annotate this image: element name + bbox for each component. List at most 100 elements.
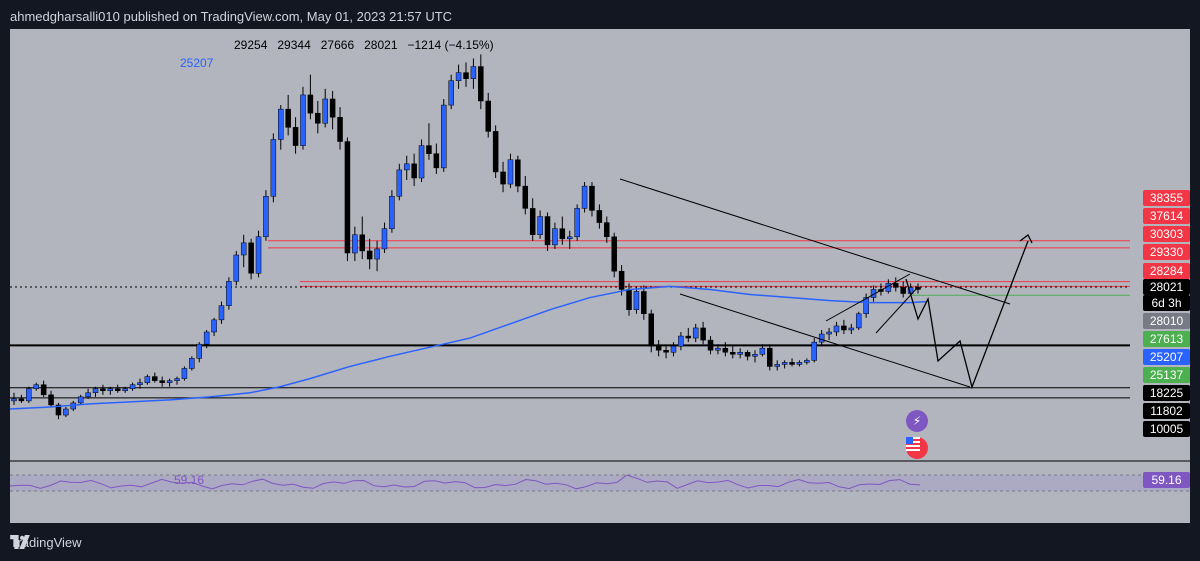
- candle-body-41: [315, 112, 321, 124]
- candle-body-13: [107, 388, 114, 392]
- candle-body-98: [737, 352, 743, 355]
- flash-icon[interactable]: ⚡: [906, 410, 928, 432]
- price-tag-11802[interactable]: 11802: [1143, 403, 1190, 419]
- candle-body-15: [122, 388, 128, 392]
- candle-body-28: [218, 305, 225, 321]
- candle-body-52: [396, 169, 403, 197]
- candle-body-70: [529, 208, 536, 235]
- candle-body-77: [581, 185, 588, 209]
- candle-body-100: [752, 354, 758, 357]
- candle-body-103: [774, 364, 780, 367]
- rsi-value-label: 59.16: [174, 473, 205, 487]
- candle-body-45: [344, 141, 351, 254]
- candle-body-30: [233, 254, 240, 282]
- candle-body-7: [63, 408, 69, 416]
- candle-body-114: [855, 313, 862, 329]
- ohlc-high: 29344: [277, 38, 311, 52]
- candle-body-84: [633, 291, 640, 310]
- candle-body-47: [359, 234, 366, 252]
- candle-body-14: [114, 388, 121, 392]
- candle-body-83: [626, 289, 632, 310]
- price-tag-18225[interactable]: 18225: [1143, 385, 1190, 401]
- candle-body-0: [11, 398, 17, 402]
- price-tag-28284[interactable]: 28284: [1143, 263, 1190, 279]
- candle-body-80: [604, 222, 610, 238]
- candle-body-34: [263, 195, 269, 238]
- candle-body-85: [641, 291, 647, 315]
- candle-body-106: [796, 362, 803, 365]
- price-tag-29330[interactable]: 29330: [1143, 244, 1190, 260]
- candle-body-60: [455, 72, 462, 81]
- candle-body-48: [366, 250, 373, 260]
- channel-line-b: [875, 286, 919, 334]
- candle-body-6: [55, 404, 62, 416]
- price-tag-30303[interactable]: 30303: [1143, 226, 1190, 242]
- price-tag-28021[interactable]: 28021: [1143, 279, 1190, 295]
- price-tag-6d-3h[interactable]: 6d 3h: [1143, 295, 1190, 311]
- candle-body-63: [478, 66, 484, 102]
- candle-body-112: [841, 325, 847, 331]
- ohlc-open: 29254: [234, 38, 268, 52]
- price-tag-28010[interactable]: 28010: [1143, 313, 1190, 329]
- candle-body-105: [789, 362, 795, 365]
- ma-line: [10, 285, 927, 410]
- trendline-lower: [679, 293, 971, 388]
- candle-body-2: [26, 388, 32, 402]
- candle-body-99: [744, 352, 751, 357]
- price-tag-38355[interactable]: 38355: [1143, 190, 1190, 206]
- ohlc-close: 28021: [364, 38, 398, 52]
- candle-body-19: [152, 376, 158, 381]
- flag-glyph: [906, 437, 920, 451]
- candle-body-25: [196, 343, 202, 359]
- price-tag-25137[interactable]: 25137: [1143, 367, 1190, 383]
- candle-body-120: [900, 287, 906, 294]
- candle-body-69: [522, 185, 529, 209]
- candle-body-87: [655, 345, 662, 351]
- price-tag-25207[interactable]: 25207: [1143, 349, 1190, 365]
- candle-body-86: [648, 313, 654, 347]
- us-flag-icon[interactable]: [906, 437, 928, 459]
- candle-body-102: [767, 347, 773, 367]
- candle-body-26: [203, 331, 210, 345]
- candle-body-5: [48, 394, 54, 406]
- candle-body-109: [818, 333, 825, 343]
- price-chart[interactable]: [10, 29, 1190, 523]
- price-tag-37614[interactable]: 37614: [1143, 208, 1190, 224]
- candle-body-71: [537, 216, 543, 235]
- ohlc-low: 27666: [320, 38, 355, 52]
- candle-body-81: [611, 236, 617, 272]
- candle-body-66: [500, 171, 506, 185]
- candle-body-90: [678, 335, 684, 347]
- footer-brand[interactable]: TradingView: [10, 535, 82, 550]
- candle-body-55: [418, 145, 425, 179]
- rsi-price-tag[interactable]: 59.16: [1143, 472, 1190, 488]
- candle-body-10: [85, 392, 91, 398]
- candle-body-61: [463, 72, 469, 79]
- candle-body-27: [211, 319, 217, 333]
- price-tag-10005[interactable]: 10005: [1143, 421, 1190, 437]
- candle-body-35: [270, 139, 277, 197]
- candle-body-16: [129, 384, 136, 389]
- candle-body-22: [174, 378, 180, 381]
- candle-body-65: [492, 131, 499, 173]
- chart-area[interactable]: 29254 29344 27666 28021 −1214 (−4.15%) 2…: [10, 29, 1190, 523]
- candle-body-24: [189, 358, 195, 369]
- channel-line-a: [825, 273, 911, 322]
- candle-body-89: [670, 345, 677, 353]
- candle-body-64: [485, 100, 491, 132]
- candle-body-11: [92, 388, 99, 394]
- ohlc-change: −1214 (−4.15%): [407, 38, 494, 52]
- candle-body-68: [515, 159, 521, 187]
- candle-body-101: [759, 347, 766, 355]
- candle-body-82: [618, 270, 625, 290]
- candle-body-49: [374, 248, 380, 260]
- candle-body-12: [100, 388, 106, 392]
- candle-body-72: [544, 216, 551, 246]
- candle-body-115: [863, 297, 869, 315]
- price-tag-27613[interactable]: 27613: [1143, 331, 1190, 347]
- candle-body-44: [337, 116, 343, 142]
- candle-body-79: [596, 210, 603, 223]
- candle-body-104: [781, 362, 788, 365]
- candle-body-107: [804, 360, 810, 363]
- candle-body-4: [40, 384, 47, 396]
